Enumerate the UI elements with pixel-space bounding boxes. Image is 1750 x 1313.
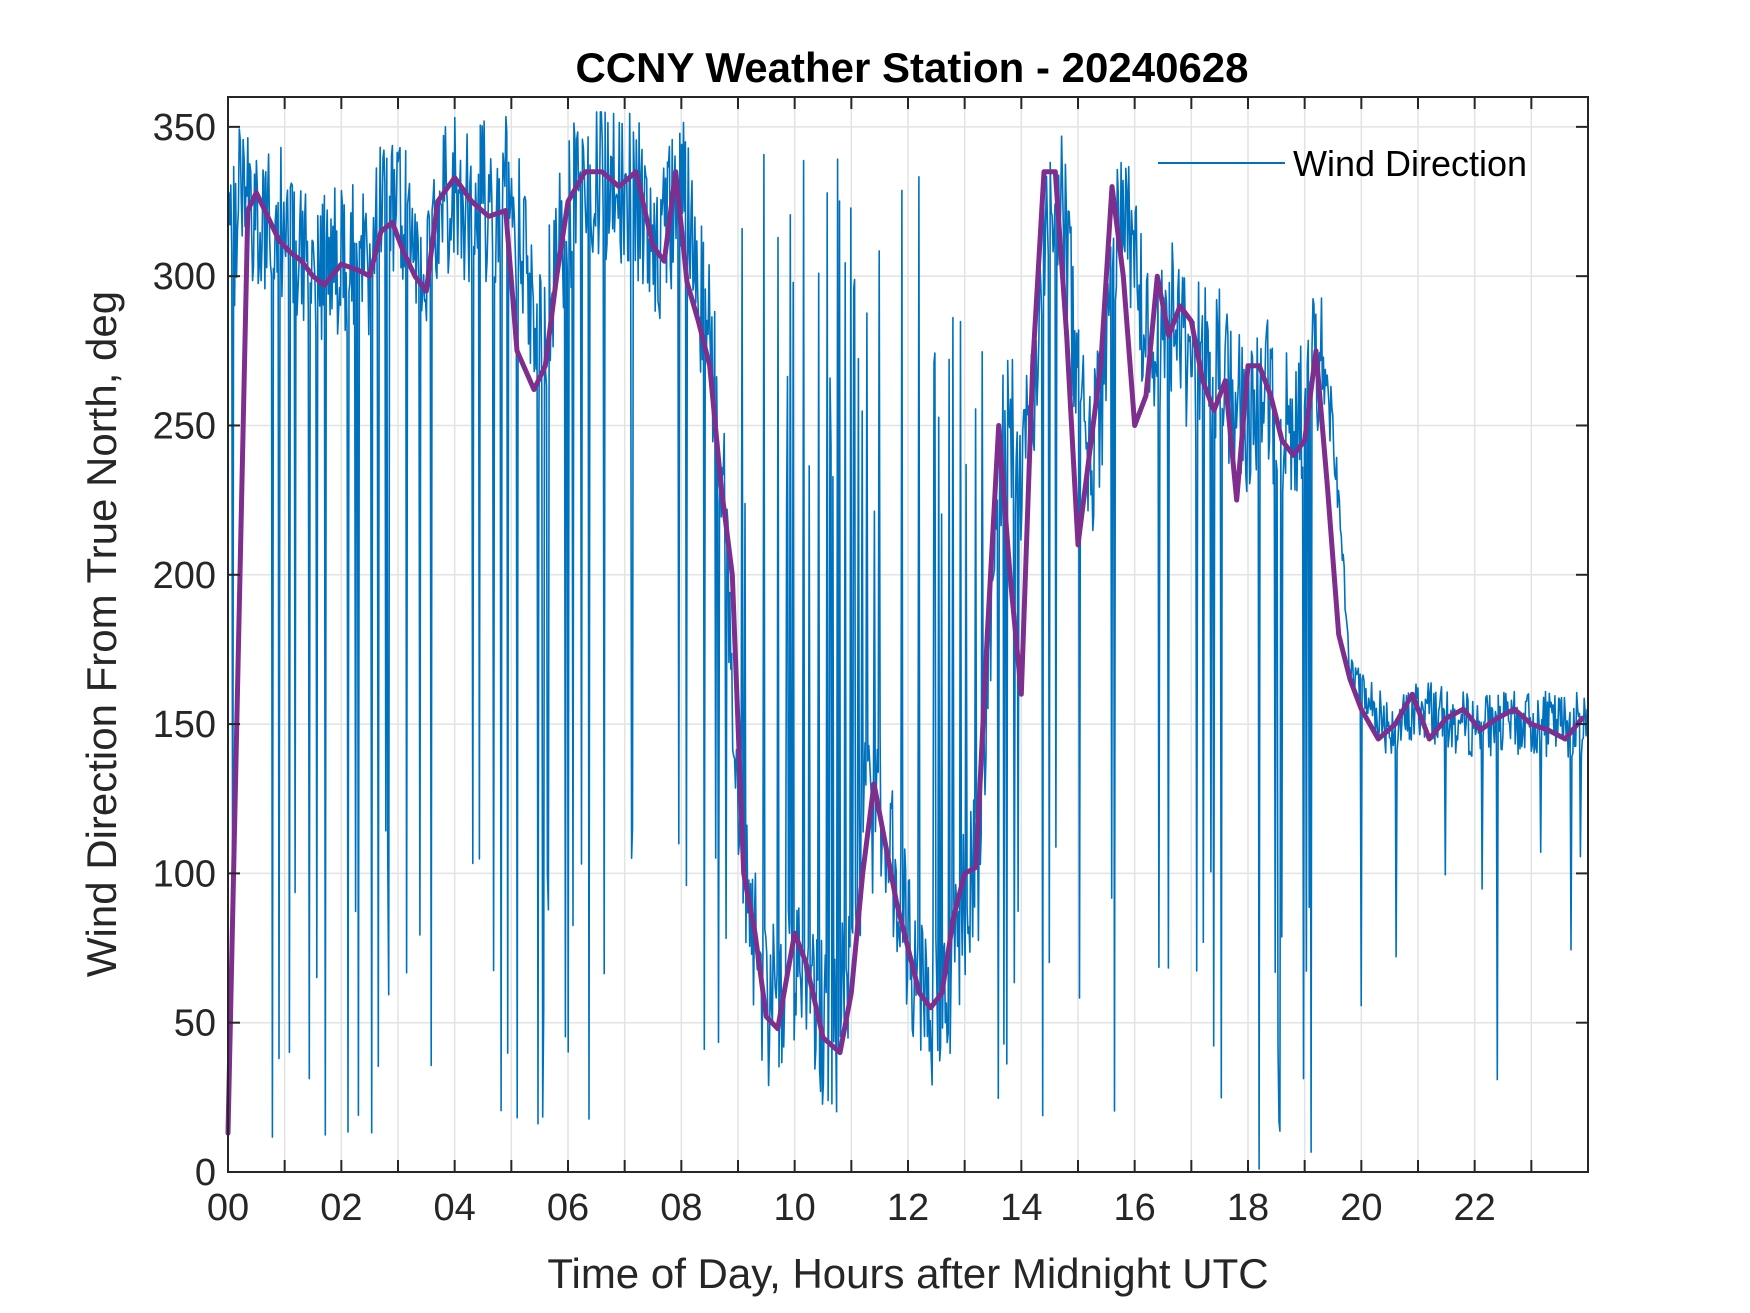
x-tick-label: 14	[1000, 1187, 1042, 1229]
x-tick-label: 08	[660, 1187, 702, 1229]
chart-title: CCNY Weather Station - 20240628	[575, 44, 1248, 91]
x-tick-labels: 00 02 04 06 08 10 12 14 16 18 20 22	[207, 1187, 1496, 1229]
x-axis-label: Time of Day, Hours after Midnight UTC	[547, 1250, 1268, 1297]
legend-label-wind-direction: Wind Direction	[1293, 143, 1527, 184]
x-tick-label: 12	[887, 1187, 929, 1229]
x-tick-label: 20	[1340, 1187, 1382, 1229]
y-tick-label: 300	[153, 256, 216, 298]
series-line-wind-direction	[227, 111, 1589, 1170]
series-layer	[225, 111, 1589, 1170]
y-tick-label: 200	[153, 555, 216, 597]
x-tick-label: 22	[1454, 1187, 1496, 1229]
y-tick-label: 250	[153, 405, 216, 447]
plot-frame	[227, 96, 1589, 1173]
y-tick-label: 150	[153, 704, 216, 746]
plot-area	[225, 96, 1589, 1173]
series-line-moving-average	[225, 169, 1585, 1136]
x-tick-label: 10	[774, 1187, 816, 1229]
ticks-layer	[228, 97, 1588, 1173]
x-tick-label: 00	[207, 1187, 249, 1229]
y-tick-label: 0	[195, 1152, 216, 1194]
y-axis-label: Wind Direction From True North, deg	[78, 291, 125, 977]
x-tick-label: 06	[547, 1187, 589, 1229]
x-tick-label: 18	[1227, 1187, 1269, 1229]
legend: Wind Direction	[1158, 143, 1527, 184]
x-tick-label: 02	[320, 1187, 362, 1229]
x-tick-label: 16	[1114, 1187, 1156, 1229]
x-tick-label: 04	[434, 1187, 476, 1229]
y-tick-label: 350	[153, 107, 216, 149]
y-tick-labels: 0 50 100 150 200 250 300 350	[153, 107, 216, 1194]
y-tick-label: 100	[153, 853, 216, 895]
y-tick-label: 50	[174, 1003, 216, 1045]
